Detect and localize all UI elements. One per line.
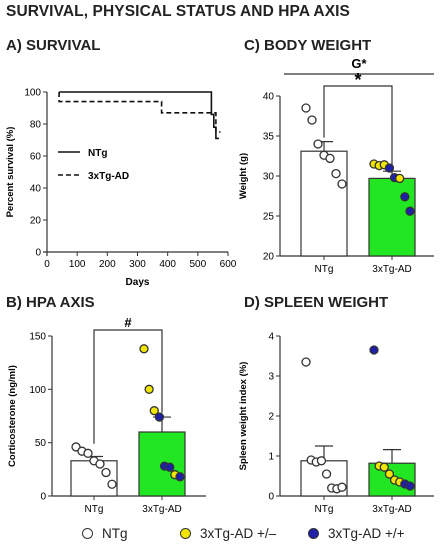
survival-legend-label: NTg — [88, 148, 107, 159]
legend-item-het: 3xTg-AD +/– — [180, 526, 276, 541]
legend-dot-ntg — [82, 528, 93, 539]
survival-chart: 0 20 40 60 80 100 0 100 200 300 400 500 600 Days Perce… — [5, 88, 237, 289]
y-tick-label: 100 — [29, 385, 46, 396]
data-point — [175, 472, 185, 482]
data-point — [139, 344, 149, 354]
y-tick-label: 0 — [40, 492, 46, 503]
y-axis-label: Spleen weight index (%) — [238, 362, 249, 471]
legend-label-ntg: NTg — [102, 526, 128, 541]
data-point — [395, 173, 405, 184]
y-tick-label: 80 — [30, 120, 42, 131]
hpa-axis-chart: 0 50 100 150 Corticosterone (ng/ml) NTg 3xTg-A… — [7, 318, 206, 515]
spleen-weight-chart: 0 1 2 3 4 Spleen weight index (%) NTg 3xTg-AD — [238, 332, 434, 515]
x-tick-label: 200 — [99, 259, 116, 270]
data-point — [301, 103, 311, 113]
data-point — [384, 469, 395, 479]
y-axis-label: Weight (g) — [238, 153, 249, 199]
y-tick-label: 40 — [263, 92, 275, 103]
legend: NTg 3xTg-AD +/– 3xTg-AD +/+ — [0, 526, 446, 548]
data-point — [107, 479, 117, 489]
data-point — [405, 481, 415, 491]
survival-line-ntg — [59, 91, 219, 140]
spleen-weight-panel-title: D) SPLEEN WEIGHT — [244, 294, 389, 311]
legend-label-het: 3xTg-AD +/– — [200, 526, 277, 541]
x-tick-label: NTg — [315, 264, 334, 275]
x-tick-label: 500 — [189, 259, 206, 270]
y-tick-label: 25 — [263, 212, 275, 223]
x-tick-label: 100 — [69, 259, 86, 270]
x-tick-label: 3xTg-AD — [372, 504, 411, 515]
x-axis-label: Days — [126, 277, 150, 288]
body-weight-chart: 20 25 30 35 40 Weight (g) NTg 3xTg-AD G** — [238, 56, 434, 275]
bar-ntg — [300, 150, 348, 257]
y-tick-label: 30 — [263, 172, 275, 183]
data-point — [321, 469, 332, 479]
data-point — [144, 384, 154, 394]
y-tick-label: 60 — [30, 152, 42, 163]
y-tick-label: 3 — [268, 372, 274, 383]
x-tick-label: NTg — [315, 504, 334, 515]
y-tick-label: 0 — [35, 248, 41, 259]
legend-item-hom: 3xTg-AD +/+ — [308, 526, 405, 541]
pair-bracket — [93, 329, 163, 444]
data-point — [95, 459, 105, 469]
y-axis-label: Corticosterone (ng/ml) — [7, 365, 18, 467]
data-point — [149, 406, 159, 416]
legend-item-ntg: NTg — [82, 526, 128, 541]
y-tick-label: 40 — [30, 184, 42, 195]
pair-annotation: * — [354, 70, 361, 90]
data-point — [400, 192, 410, 202]
y-tick-label: 100 — [24, 88, 41, 99]
data-point — [405, 206, 415, 216]
x-tick-label: 300 — [129, 259, 146, 270]
y-tick-label: 4 — [268, 332, 274, 343]
survival-legend-label: 3xTg-AD — [88, 171, 129, 182]
pair-annotation: # — [124, 318, 132, 330]
x-tick-label: 3xTg-AD — [372, 264, 411, 275]
survival-panel-title: A) SURVIVAL — [6, 37, 101, 54]
data-point — [337, 179, 347, 189]
body-weight-panel-title: C) BODY WEIGHT — [244, 37, 372, 54]
data-point — [313, 139, 323, 149]
overall-annotation: G* — [351, 56, 367, 71]
data-point — [307, 115, 317, 125]
data-point — [316, 456, 327, 466]
legend-dot-hom — [308, 528, 319, 539]
y-tick-label: 20 — [263, 252, 275, 263]
hpa-axis-panel-title: B) HPA AXIS — [6, 294, 95, 311]
y-tick-label: 150 — [29, 332, 46, 343]
y-tick-label: 50 — [35, 438, 47, 449]
x-tick-label: 3xTg-AD — [142, 504, 181, 515]
x-tick-label: NTg — [85, 504, 104, 515]
data-point — [83, 448, 93, 458]
data-point — [301, 357, 311, 367]
y-axis-label: Percent survival (%) — [5, 127, 16, 218]
legend-label-hom: 3xTg-AD +/+ — [328, 526, 405, 541]
survival-line-tg — [58, 92, 221, 133]
x-tick-label: 600 — [220, 259, 237, 270]
pair-bracket — [323, 85, 393, 167]
data-point — [369, 345, 379, 355]
data-point — [379, 462, 389, 472]
y-tick-label: 0 — [268, 492, 274, 503]
x-tick-label: 400 — [159, 259, 176, 270]
data-point — [165, 462, 175, 472]
data-point — [337, 482, 347, 492]
legend-dot-het — [180, 528, 191, 539]
bar-ntg — [70, 460, 118, 497]
y-tick-label: 20 — [30, 216, 42, 227]
bar-tg — [368, 177, 416, 257]
x-tick-label: 0 — [44, 259, 50, 270]
data-point — [101, 467, 111, 478]
y-tick-label: 35 — [263, 132, 275, 143]
page-title: SURVIVAL, PHYSICAL STATUS AND HPA AXIS — [6, 3, 350, 20]
y-tick-label: 1 — [268, 452, 274, 463]
data-point — [331, 168, 341, 179]
y-tick-label: 2 — [268, 412, 274, 423]
data-point — [325, 153, 335, 164]
data-point — [154, 412, 165, 422]
